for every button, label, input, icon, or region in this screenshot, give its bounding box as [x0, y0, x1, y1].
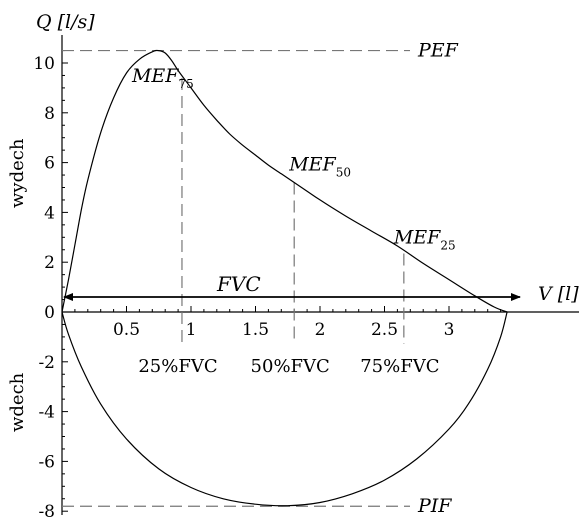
y-tick-label: -8 — [38, 502, 55, 520]
mef-label-25: MEF25 — [393, 226, 456, 252]
x-tick-label: 1.5 — [242, 320, 269, 340]
mef-label-text: MEF — [288, 154, 336, 176]
series-line-expiration — [61, 49, 508, 313]
mef-label-subscript: 25 — [440, 238, 455, 252]
series-line-inspiration — [61, 311, 508, 507]
fvc-percent-label: 75%FVC — [360, 356, 439, 377]
ref-label-pif: PIF — [417, 495, 452, 517]
x-axis-title: V [l] — [538, 283, 579, 305]
x-tick-label: 2.5 — [371, 320, 398, 340]
y-axis-title: Q [l/s] — [36, 11, 95, 33]
tick-labels: 10 8 6 4 2 0 -2 -4 -6 -8 0.5 1 1.5 2 2.5 3 — [33, 54, 454, 520]
x-tick-label: 1 — [186, 320, 197, 340]
ref-label-pef: PEF — [417, 40, 459, 62]
y-tick-label: -6 — [38, 452, 55, 472]
y-axis-label-upper: wydech — [7, 138, 28, 208]
y-tick-label: 4 — [44, 203, 55, 223]
x-tick-label: 3 — [444, 320, 455, 340]
y-tick-label: 0 — [44, 303, 55, 323]
mef-label-75: MEF75 — [131, 65, 194, 91]
reference-lines: PEF PIF — [62, 40, 459, 517]
y-tick-label: 10 — [33, 54, 55, 74]
mef-label-subscript: 50 — [336, 166, 351, 180]
fvc-label: FVC — [216, 272, 261, 296]
y-tick-label: -4 — [38, 403, 55, 423]
y-tick-label: 6 — [44, 154, 55, 174]
mef-label-50: MEF50 — [288, 154, 351, 180]
y-tick-label: -2 — [38, 353, 55, 373]
series-group — [61, 49, 508, 507]
y-tick-label: 8 — [44, 104, 55, 124]
mef-label-text: MEF — [131, 65, 179, 87]
mef-label-text: MEF — [393, 226, 441, 248]
mef-label-subscript: 75 — [178, 77, 193, 91]
y-axis-label-lower: wdech — [7, 372, 28, 432]
fvc-percent-label: 25%FVC — [138, 356, 217, 377]
fvc-percent-label: 50%FVC — [251, 356, 330, 377]
y-tick-label: 2 — [44, 253, 55, 273]
x-tick-label: 2 — [315, 320, 326, 340]
x-tick-label: 0.5 — [113, 320, 140, 340]
axis-ticks — [62, 50, 502, 512]
percent-fvc-lines: 25%FVC 50%FVC 75%FVC — [138, 77, 439, 377]
